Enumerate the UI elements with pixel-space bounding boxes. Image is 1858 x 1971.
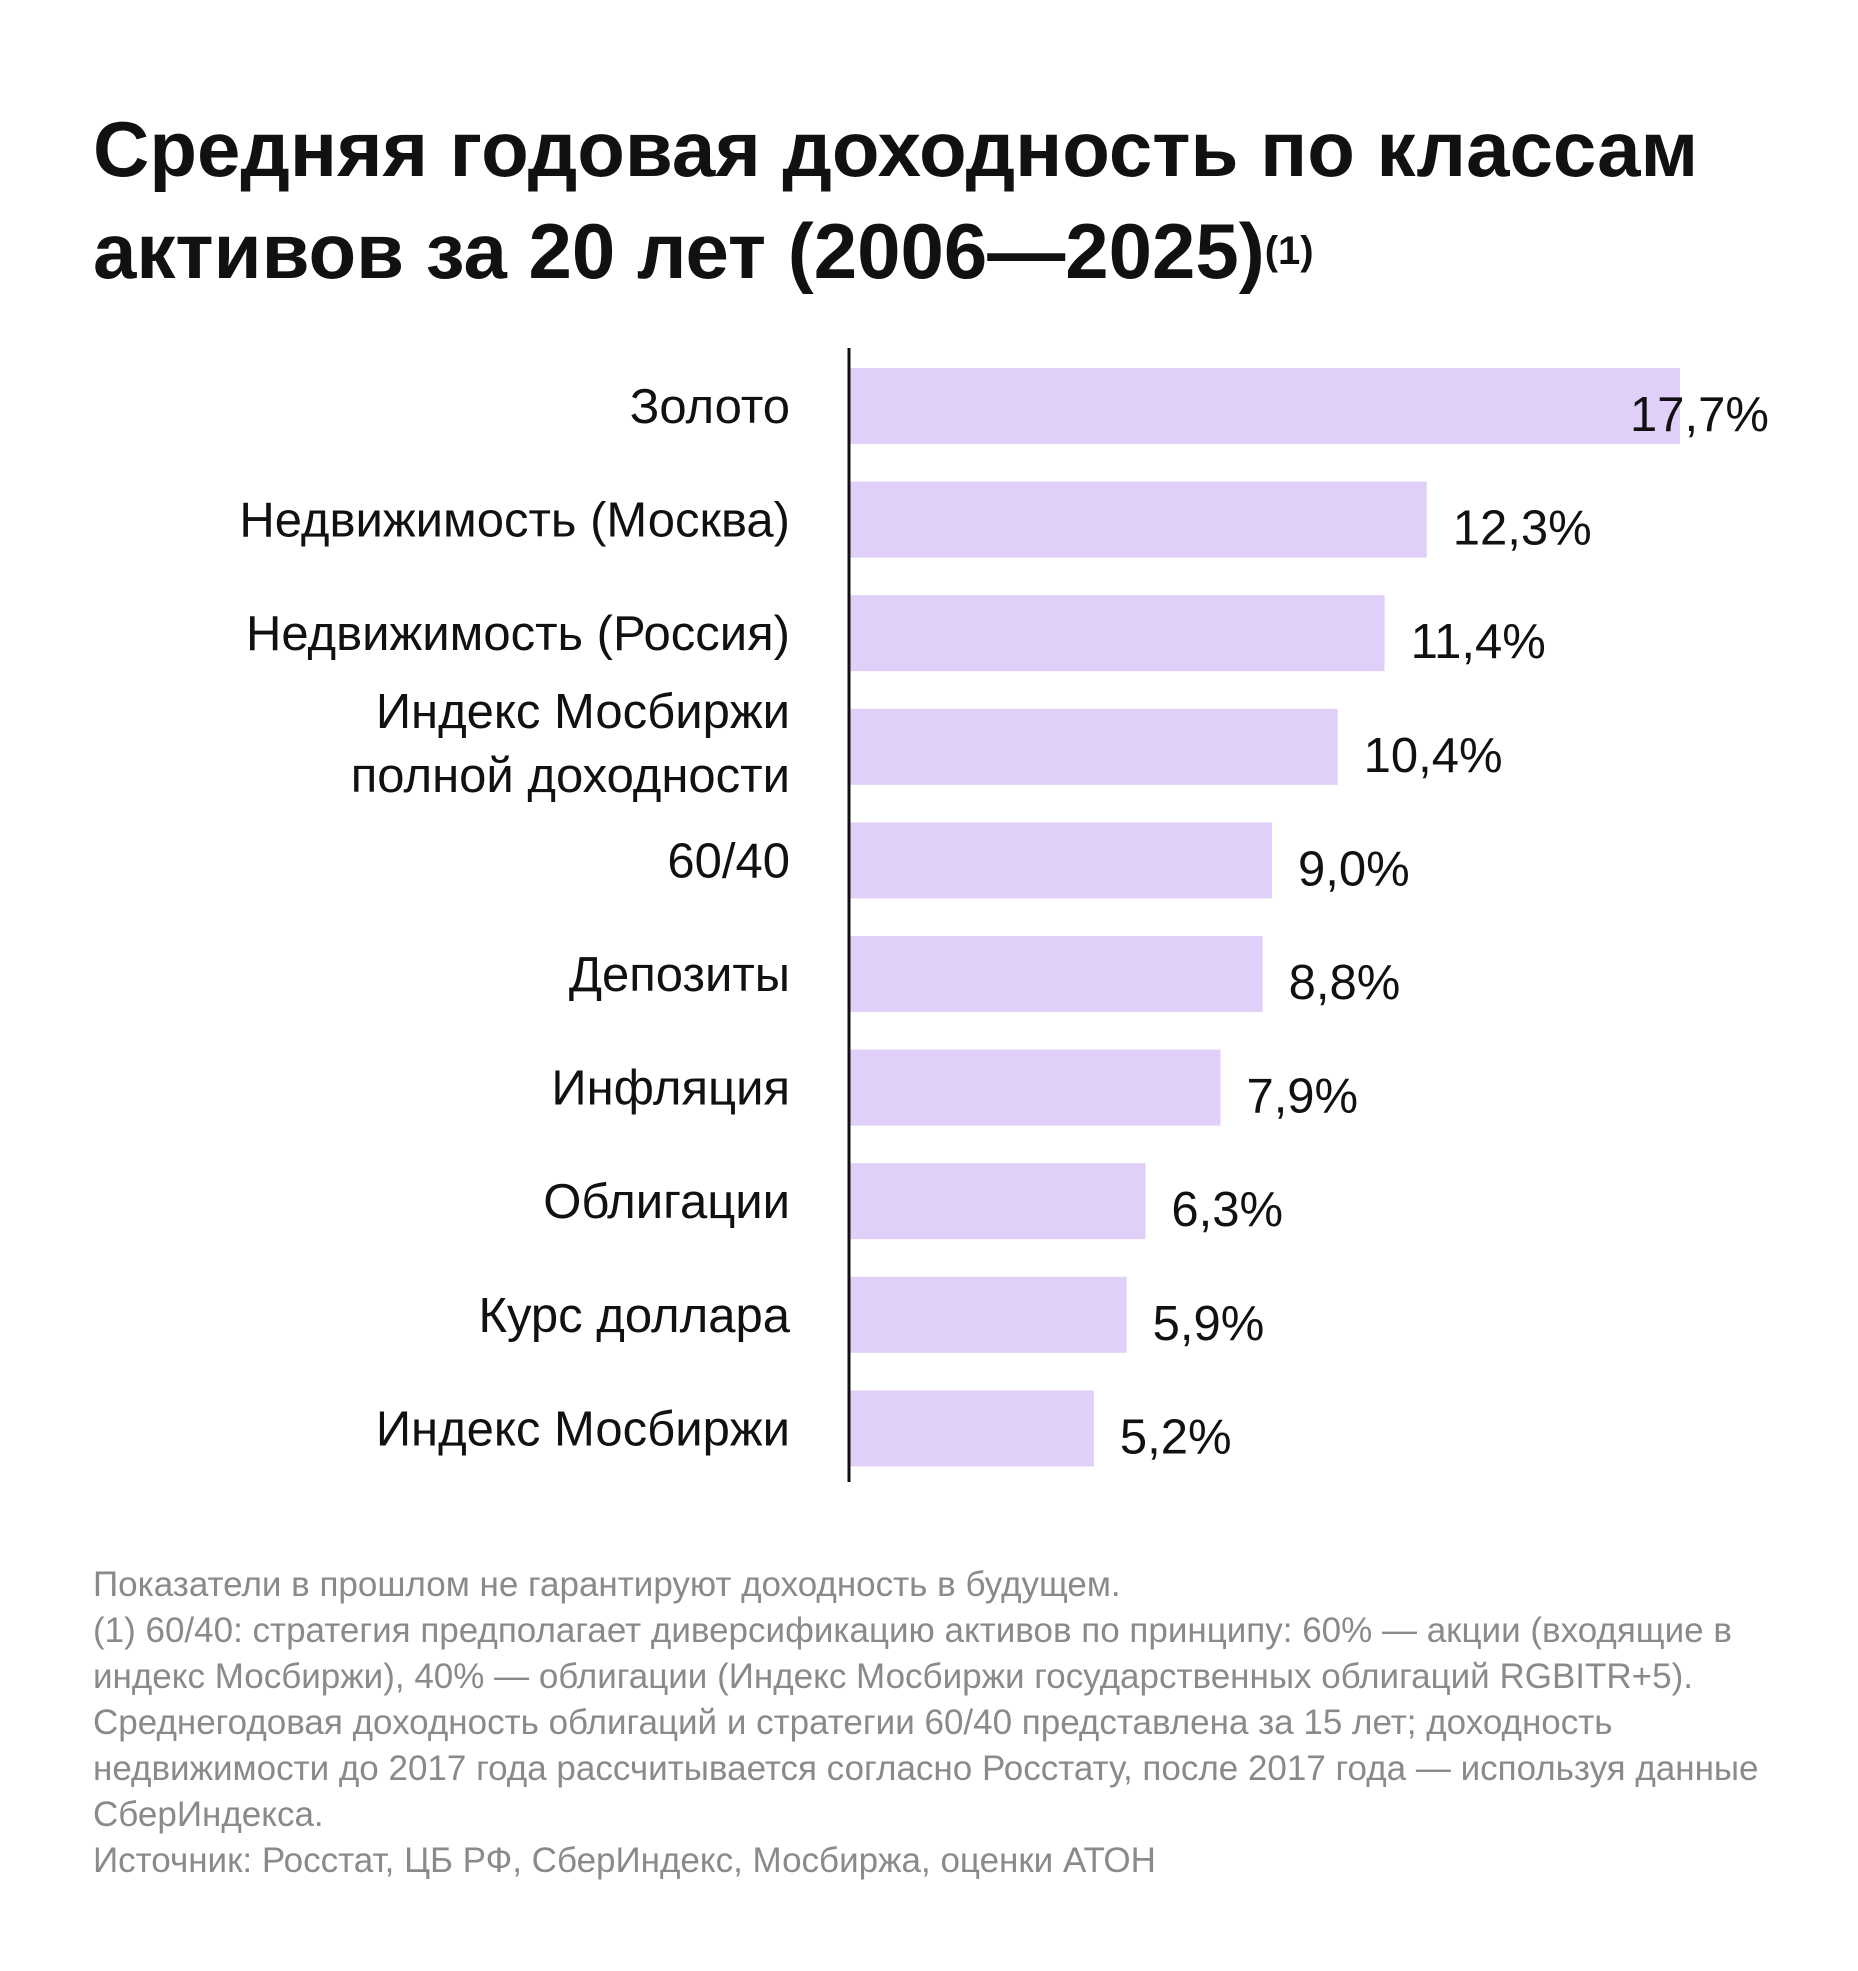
footnote-60-40-definition: (1) 60/40: стратегия предполагает диверс… xyxy=(93,1611,1732,1696)
bar-10 xyxy=(850,1390,1094,1467)
value-labels-layer: 17,7% 12,3% 11,4% 10,4% 9,0% 8,8% 7,9% 6,3% 5,9%… xyxy=(1120,388,1769,1464)
value-label-9: 5,9% xyxy=(1153,1297,1265,1351)
chart-title-text: Средняя годовая доходность по классам ак… xyxy=(93,105,1699,295)
bar-7 xyxy=(850,1049,1221,1126)
value-label-2: 12,3% xyxy=(1453,502,1592,556)
bars-layer xyxy=(850,368,1680,1467)
value-label-4: 10,4% xyxy=(1364,729,1503,783)
bar-3 xyxy=(850,595,1385,672)
bar-6 xyxy=(850,936,1263,1012)
value-label-5: 9,0% xyxy=(1298,842,1410,896)
footnote-methodology: Среднегодовая доходность облигаций и стр… xyxy=(93,1703,1759,1834)
category-label-9: Курс доллара xyxy=(478,1289,790,1343)
value-label-10: 5,2% xyxy=(1120,1410,1232,1464)
category-label-10: Индекс Мосбиржи xyxy=(376,1402,790,1456)
bar-8 xyxy=(850,1163,1146,1240)
category-label-1: Золото xyxy=(630,380,790,434)
value-label-6: 8,8% xyxy=(1289,956,1401,1010)
category-labels-layer: Золото Недвижимость (Москва) Недвижимость … xyxy=(239,380,790,1456)
bar-5 xyxy=(850,822,1273,899)
chart-title: Средняя годовая доходность по классам ак… xyxy=(93,98,1793,302)
category-label-2: Недвижимость (Москва) xyxy=(239,494,790,548)
value-label-3: 11,4% xyxy=(1411,615,1546,669)
footnote-disclaimer: Показатели в прошлом не гарантируют дохо… xyxy=(93,1565,1121,1604)
footnote-source: Источник: Росстат, ЦБ РФ, СберИндекс, Мо… xyxy=(93,1841,1156,1880)
bar-1 xyxy=(850,368,1680,444)
category-label-7: Инфляция xyxy=(551,1062,790,1116)
bar-chart: Золото Недвижимость (Москва) Недвижимость … xyxy=(239,348,1769,1482)
value-label-8: 6,3% xyxy=(1171,1183,1283,1237)
bar-9 xyxy=(850,1276,1127,1353)
category-label-5: 60/40 xyxy=(667,834,790,888)
value-label-7: 7,9% xyxy=(1246,1070,1358,1124)
category-label-8: Облигации xyxy=(543,1175,790,1229)
value-label-1: 17,7% xyxy=(1630,388,1769,442)
category-label-4-line-1: Индекс Мосбиржи xyxy=(376,685,790,739)
category-label-6: Депозиты xyxy=(569,948,790,1002)
title-footnote-marker: (1) xyxy=(1264,229,1314,273)
category-label-3: Недвижимость (Россия) xyxy=(246,607,790,661)
bar-2 xyxy=(850,481,1427,558)
bar-4 xyxy=(850,708,1338,785)
category-label-4-line-2: полной доходности xyxy=(351,749,790,803)
footnotes: Показатели в прошлом не гарантируют дохо… xyxy=(93,1562,1793,1884)
